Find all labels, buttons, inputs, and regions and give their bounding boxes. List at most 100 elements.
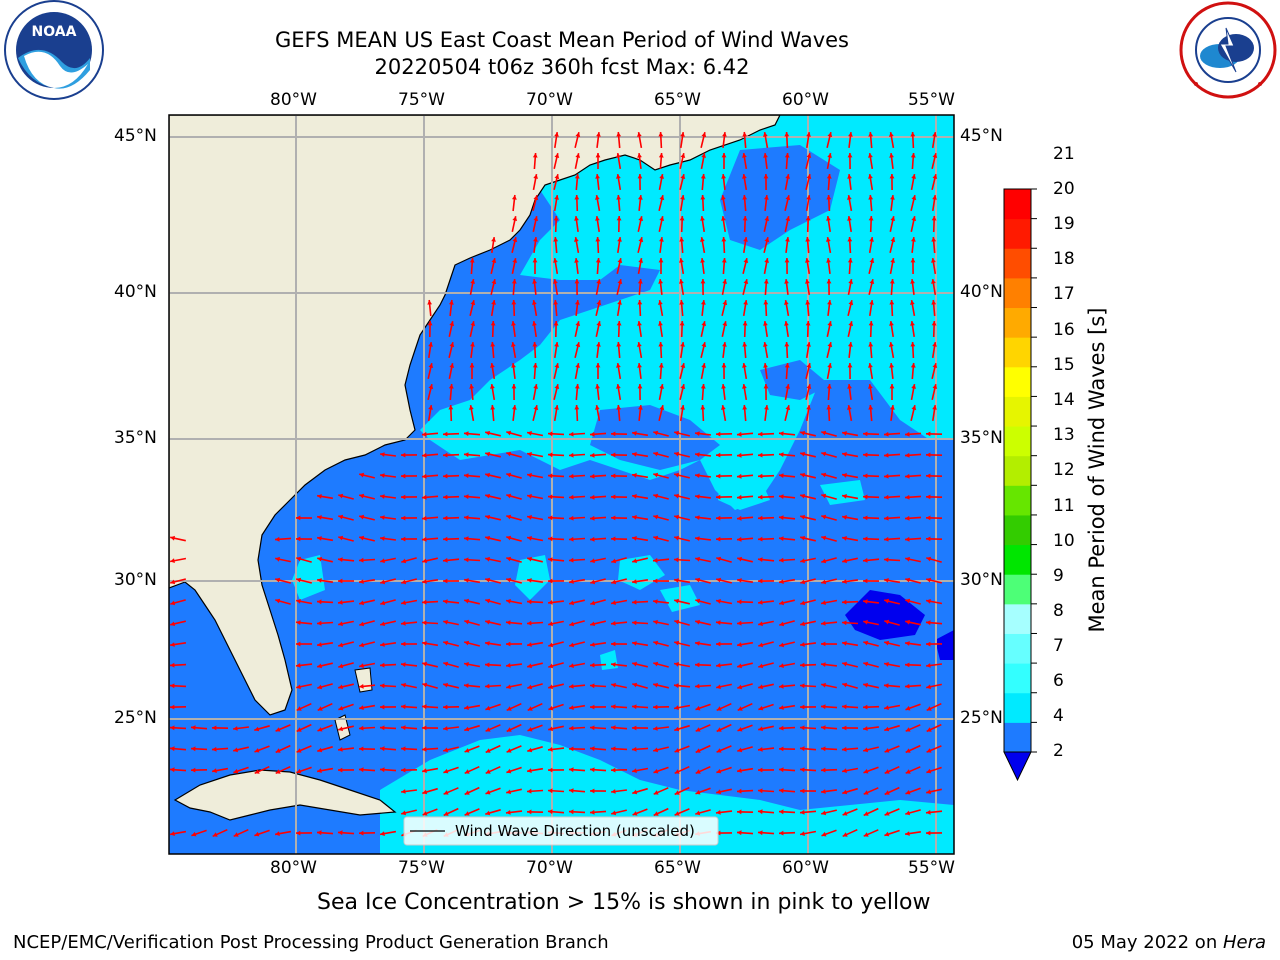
wind-arrow-head xyxy=(296,663,301,668)
wind-arrow-head xyxy=(806,384,812,389)
wind-arrow-head xyxy=(401,536,406,542)
wind-arrow-head xyxy=(548,600,553,605)
wind-arrow-head xyxy=(679,321,685,326)
colorbar-segment xyxy=(1004,633,1031,664)
wind-arrow-head xyxy=(490,321,496,326)
wind-arrow-head xyxy=(679,216,685,221)
wind-arrow-head xyxy=(527,809,532,815)
wind-arrow-head xyxy=(464,515,469,521)
wind-arrow-head xyxy=(779,788,784,794)
wind-arrow-head xyxy=(737,556,742,562)
wind-arrow-head xyxy=(296,620,301,625)
wind-arrow-head xyxy=(338,684,343,690)
wind-arrow-head xyxy=(617,258,623,263)
wind-arrow-head xyxy=(317,684,323,690)
wind-arrow-head xyxy=(637,342,642,347)
wind-arrow-head xyxy=(737,515,742,521)
wind-arrow-head xyxy=(443,452,448,458)
wind-arrow-head xyxy=(869,300,874,305)
wind-arrow-head xyxy=(868,363,873,368)
wind-arrow-head xyxy=(595,405,600,410)
wind-arrow-head xyxy=(590,704,595,710)
wind-arrow-head xyxy=(826,216,831,221)
wind-arrow-head xyxy=(338,514,344,520)
wind-arrow-head xyxy=(443,536,448,542)
wind-arrow-head xyxy=(485,727,491,732)
wind-arrow-head xyxy=(491,258,497,263)
wind-arrow-head xyxy=(863,726,868,731)
wind-arrow-head xyxy=(737,809,742,815)
wind-arrow-head xyxy=(553,300,558,305)
wind-arrow-head xyxy=(317,642,322,647)
wind-arrow-head xyxy=(632,746,637,752)
wind-arrow-head xyxy=(595,384,600,389)
wind-arrow-head xyxy=(548,536,553,542)
wind-arrow-head xyxy=(359,725,364,731)
wind-arrow-head xyxy=(338,705,344,711)
wind-arrow-head xyxy=(842,641,847,646)
wind-arrow-head xyxy=(884,790,890,795)
wind-arrow-head xyxy=(611,536,616,542)
wind-arrow-head xyxy=(742,153,747,158)
wind-arrow-head xyxy=(722,321,728,326)
wind-arrow-head xyxy=(443,768,449,774)
wind-arrow-head xyxy=(632,558,637,564)
wind-arrow-head xyxy=(779,494,784,499)
wind-arrow-head xyxy=(553,321,559,326)
wind-arrow-head xyxy=(680,174,686,179)
wind-arrow-head xyxy=(674,726,680,732)
wind-arrow-head xyxy=(506,451,512,457)
lon-label-bottom: 75°W xyxy=(398,858,445,878)
wind-arrow-head xyxy=(701,321,707,326)
wind-arrow-head xyxy=(842,431,847,436)
wind-arrow-head xyxy=(527,642,532,647)
wind-arrow-head xyxy=(742,132,748,137)
wind-arrow-head xyxy=(910,321,915,326)
wind-arrow-head xyxy=(863,747,869,753)
wind-arrow-head xyxy=(658,321,663,326)
wind-arrow-head xyxy=(658,279,663,284)
wind-arrow-head xyxy=(674,535,679,541)
wind-arrow-head xyxy=(842,494,847,499)
wind-arrow-head xyxy=(821,746,826,752)
wind-arrow-head xyxy=(653,640,659,646)
wind-arrow-head xyxy=(926,663,931,668)
wind-arrow-head xyxy=(611,515,616,521)
wind-arrow-head xyxy=(737,768,742,773)
sea-ice-note: Sea Ice Concentration > 15% is shown in … xyxy=(317,890,931,915)
wind-arrow-head xyxy=(653,726,658,731)
wind-arrow-head xyxy=(695,619,700,625)
wind-arrow-head xyxy=(464,705,469,710)
wind-arrow-head xyxy=(680,132,685,137)
wind-arrow-head xyxy=(758,452,763,458)
colorbar-segment xyxy=(1004,722,1031,753)
wind-arrow-head xyxy=(926,810,931,815)
wind-arrow-head xyxy=(191,725,196,731)
wind-arrow-head xyxy=(821,641,826,647)
wind-arrow-head xyxy=(422,473,427,479)
wind-arrow-head xyxy=(533,237,538,242)
wind-arrow-head xyxy=(485,556,490,562)
wind-arrow-head xyxy=(470,300,476,306)
wind-arrow-head xyxy=(511,321,516,326)
wind-arrow-head xyxy=(554,342,559,347)
wind-arrow-head xyxy=(443,599,448,604)
wind-arrow-head xyxy=(905,452,910,458)
wind-arrow-head xyxy=(548,452,553,458)
wind-arrow-head xyxy=(826,195,832,200)
wind-arrow-head xyxy=(569,684,574,689)
wind-arrow-head xyxy=(716,684,721,690)
wind-arrow-head xyxy=(532,363,538,368)
wind-arrow-head xyxy=(701,132,707,138)
wind-arrow-head xyxy=(464,769,470,774)
wind-arrow-head xyxy=(884,619,890,625)
wind-arrow-head xyxy=(737,706,743,711)
wind-arrow-head xyxy=(658,132,664,137)
wind-arrow-head xyxy=(653,811,659,816)
wind-arrow-head xyxy=(575,342,581,348)
wind-arrow-head xyxy=(401,789,406,794)
wind-arrow-head xyxy=(569,621,575,627)
wind-arrow-head xyxy=(926,748,932,753)
wind-arrow-head xyxy=(464,683,469,688)
